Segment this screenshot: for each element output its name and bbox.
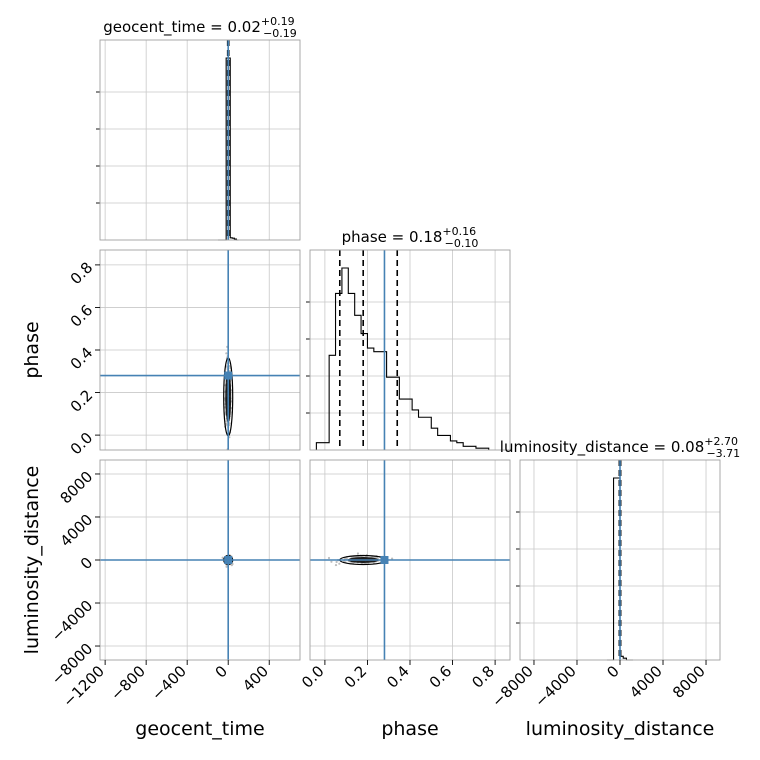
y-tick-label-phase: 0.0 [67,429,97,459]
panel-frame [99,39,301,241]
x-axis-label-geocent_time: geocent_time [135,718,264,740]
sample-point [327,556,331,560]
x-tick-label-phase: 0.6 [426,662,456,692]
y-tick-label-phase: 0.6 [67,301,97,331]
x-tick-label-phase: 0.0 [298,662,328,692]
y-tick-label-luminosity_distance: 0 [77,554,96,573]
x-tick-label-geocent_time: −400 [148,662,190,704]
sample-point [230,564,233,567]
x-tick-label-geocent_time: 400 [239,662,272,695]
panel-phase-hist: phase = 0.18+0.16 −0.10 [306,225,511,451]
x-axis-label-phase: phase [381,718,438,740]
y-tick-label-luminosity_distance: 4000 [57,511,97,551]
sample-point [221,556,224,559]
panel-luminosity_distance-hist: luminosity_distance = 0.08+2.70 −3.71 [500,435,740,661]
x-tick-label-phase: 0.4 [383,662,413,692]
x-tick-label-luminosity_distance: 0 [603,662,622,681]
title-luminosity_distance: luminosity_distance = 0.08+2.70 −3.71 [500,435,740,460]
sample-point [225,352,228,355]
sample-point [335,560,338,564]
panel-geocent_time-vs-phase [99,249,301,451]
panel-frame [309,249,511,451]
x-tick-label-luminosity_distance: −8000 [488,662,537,711]
x-tick-label-luminosity_distance: 8000 [669,662,709,702]
panel-geocent_time-vs-luminosity_distance [99,459,301,661]
y-tick-label-luminosity_distance: 8000 [57,468,97,508]
x-tick-label-geocent_time: 0 [212,662,231,681]
truth-point [224,371,233,380]
title-phase: phase = 0.18+0.16 −0.10 [342,225,479,250]
y-axis-label-phase: phase [21,321,43,378]
y-tick-label-phase: 0.8 [67,259,97,289]
sample-point [334,563,338,567]
y-tick-label-phase: 0.4 [67,344,97,374]
x-tick-label-luminosity_distance: −4000 [531,662,580,711]
panel-phase-vs-luminosity_distance [309,459,511,661]
x-tick-label-geocent_time: −800 [107,662,149,704]
sample-point [338,562,341,565]
x-tick-label-phase: 0.2 [341,662,371,692]
sample-point [356,552,360,555]
y-tick-label-luminosity_distance: −4000 [48,597,97,646]
x-tick-label-luminosity_distance: 4000 [626,662,666,702]
histogram-phase [315,267,490,450]
x-tick-label-phase: 0.8 [468,662,498,692]
panel-geocent_time-hist: geocent_time = 0.02+0.19 −0.19 [96,15,301,241]
title-geocent_time: geocent_time = 0.02+0.19 −0.19 [103,15,297,40]
y-tick-label-phase: 0.2 [67,386,97,416]
y-axis-label-luminosity_distance: luminosity_distance [21,466,43,655]
truth-point [224,556,233,564]
sample-point [330,560,333,563]
x-axis-label-luminosity_distance: luminosity_distance [526,718,715,740]
truth-point [380,556,389,564]
